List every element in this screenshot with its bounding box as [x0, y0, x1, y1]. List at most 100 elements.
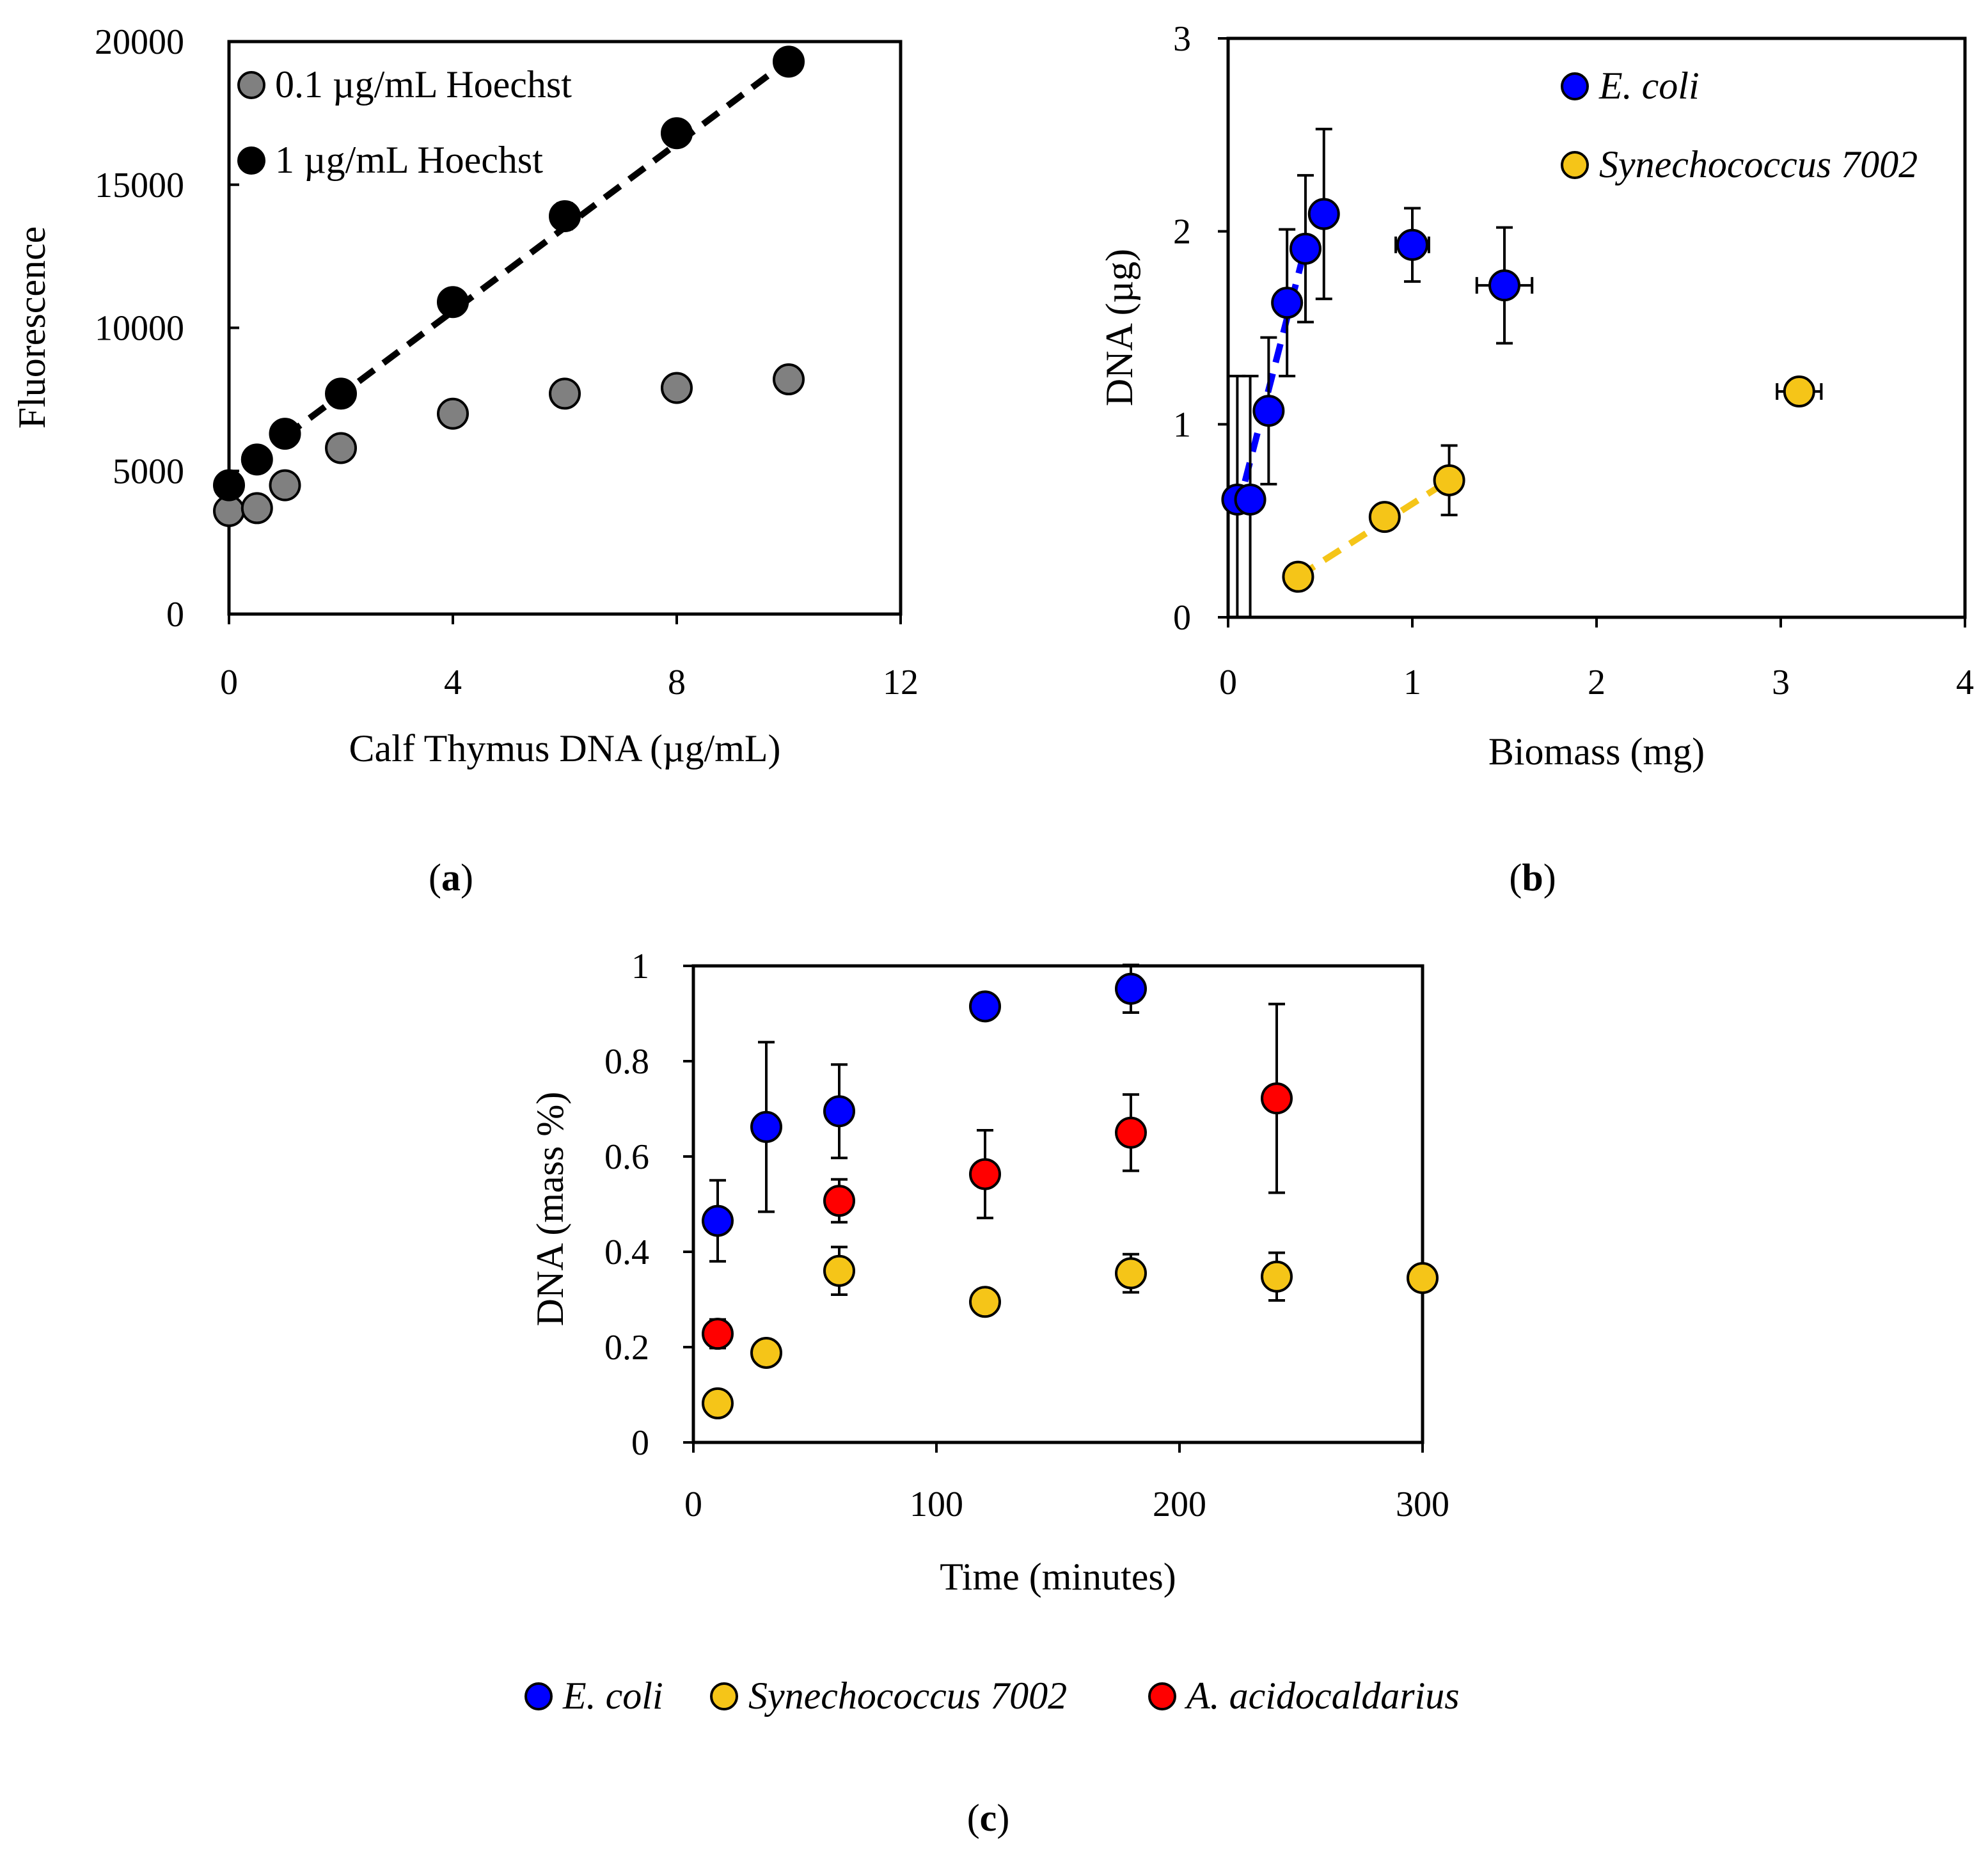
panel-c: 0 100 200 300 0 0.2 0.4 0.6 0.8 1 Time (minutes)… [525, 947, 1460, 1839]
y-axis-label-a: Fluorescence [11, 226, 53, 429]
legend-label-b-0: E. coli [1598, 65, 1700, 107]
data-point-a-0-3 [325, 432, 357, 464]
legend-marker-a-1 [237, 146, 265, 175]
data-point-c-1-2 [823, 1254, 855, 1287]
x-tick-label-c-3: 300 [1396, 1485, 1449, 1524]
y-tick-label-b-3: 3 [1173, 19, 1191, 59]
legend-label-b-1: Synechococcus 7002 [1599, 143, 1918, 186]
data-point-a-0-4 [437, 397, 469, 430]
data-point-a-1-7 [773, 45, 805, 78]
legend-marker-b-0 [1561, 72, 1589, 100]
legend-marker-c-1 [710, 1682, 738, 1710]
trendline-b-1 [1296, 477, 1451, 580]
data-point-c-2-2 [969, 1158, 1001, 1190]
legend-marker-c-2 [1148, 1682, 1176, 1710]
legend-a: 0.1 µg/mL Hoechst 1 µg/mL Hoechst [237, 63, 572, 181]
data-point-a-1-4 [437, 286, 469, 319]
data-point-c-1-1 [750, 1336, 782, 1369]
data-point-a-0-6 [661, 372, 693, 404]
x-tick-label-c-0: 0 [684, 1485, 702, 1524]
data-point-c-2-4 [1261, 1082, 1293, 1115]
x-tick-label-a-2: 8 [668, 663, 686, 702]
panel-label-c: (c) [967, 1797, 1010, 1839]
data-point-c-1-3 [969, 1286, 1001, 1318]
data-point-c-2-0 [702, 1318, 734, 1350]
x-tick-label-b-2: 2 [1588, 663, 1605, 702]
y-tick-label-a-4: 20000 [95, 22, 184, 62]
legend-b: E. coli Synechococcus 7002 [1561, 65, 1918, 186]
data-point-c-0-0 [702, 1204, 734, 1237]
y-tick-label-b-2: 2 [1173, 212, 1191, 252]
data-point-c-1-0 [702, 1387, 734, 1419]
data-point-a-0-5 [549, 377, 581, 410]
plot-area-b [1226, 36, 1967, 619]
y-tick-label-c-3: 0.6 [604, 1137, 649, 1177]
data-point-c-0-4 [1115, 972, 1147, 1005]
y-tick-label-c-0: 0 [631, 1423, 649, 1463]
legend-marker-b-1 [1561, 151, 1589, 179]
data-point-a-1-0 [213, 469, 245, 501]
data-point-c-0-1 [750, 1110, 782, 1143]
y-tick-label-a-1: 5000 [113, 452, 184, 491]
x-axis-label-a: Calf Thymus DNA (µg/mL) [349, 727, 780, 770]
y-tick-label-c-1: 0.2 [604, 1328, 649, 1368]
data-point-b-0-5 [1307, 198, 1340, 230]
data-point-c-2-3 [1115, 1116, 1147, 1149]
x-tick-label-b-3: 3 [1772, 663, 1790, 702]
x-axis-label-b: Biomass (mg) [1488, 730, 1705, 773]
data-point-b-1-2 [1433, 464, 1465, 496]
data-point-c-0-3 [969, 990, 1001, 1023]
x-tick-label-c-1: 100 [910, 1485, 963, 1524]
x-tick-label-b-1: 1 [1403, 663, 1421, 702]
data-point-a-0-1 [241, 492, 273, 525]
data-point-b-0-2 [1252, 395, 1285, 427]
x-tick-label-c-2: 200 [1153, 1485, 1206, 1524]
plot-area-a [227, 40, 903, 616]
y-tick-label-a-2: 10000 [95, 309, 184, 349]
data-point-b-0-4 [1289, 232, 1321, 265]
legend-label-a-1: 1 µg/mL Hoechst [275, 139, 543, 181]
y-tick-label-c-2: 0.4 [604, 1233, 649, 1272]
y-tick-label-a-0: 0 [166, 595, 184, 635]
data-point-a-1-3 [325, 377, 357, 410]
plot-area-c [691, 964, 1424, 1444]
y-tick-label-c-5: 1 [631, 947, 649, 986]
x-axis-label-c: Time (minutes) [940, 1556, 1176, 1598]
data-point-b-1-3 [1783, 375, 1815, 408]
legend-c: E. coli Synechococcus 7002 A. acidocalda… [525, 1675, 1460, 1717]
legend-marker-a-0 [237, 71, 265, 99]
y-axis-label-b: DNA (µg) [1098, 249, 1140, 406]
panel-b: 0 1 2 3 4 0 1 2 3 Biomass (mg) DNA (µg) E. coli… [1098, 19, 1974, 899]
x-tick-label-a-3: 12 [883, 663, 919, 702]
x-tick-label-b-4: 4 [1956, 663, 1974, 702]
panel-a: 0 4 8 12 0 5000 10000 15000 20000 Calf Thymus D… [11, 22, 919, 899]
data-point-a-1-5 [549, 200, 581, 232]
data-point-a-1-2 [269, 418, 301, 450]
x-tick-label-a-1: 4 [444, 663, 462, 702]
data-point-b-0-6 [1396, 228, 1428, 261]
data-point-c-1-4 [1115, 1257, 1147, 1290]
data-point-b-0-3 [1271, 287, 1304, 319]
data-point-c-1-6 [1407, 1261, 1439, 1294]
data-point-b-0-7 [1488, 269, 1520, 302]
trendline-b-0 [1234, 246, 1309, 512]
panel-label-a: (a) [429, 856, 473, 899]
y-tick-label-b-0: 0 [1173, 598, 1191, 638]
y-tick-label-a-3: 15000 [95, 166, 184, 205]
panel-label-b: (b) [1509, 856, 1556, 899]
trendline-a-1 [283, 58, 791, 439]
legend-label-a-0: 0.1 µg/mL Hoechst [275, 63, 572, 106]
y-tick-label-c-4: 0.8 [604, 1042, 649, 1082]
x-tick-label-a-0: 0 [220, 663, 238, 702]
data-point-a-0-7 [773, 363, 805, 396]
x-tick-label-b-0: 0 [1219, 663, 1237, 702]
data-point-c-2-1 [823, 1185, 855, 1217]
data-point-a-1-6 [661, 117, 693, 150]
y-axis-label-c: DNA (mass %) [529, 1092, 571, 1327]
legend-label-c-0: E. coli [562, 1675, 663, 1717]
data-point-b-1-0 [1282, 560, 1314, 593]
legend-label-c-1: Synechococcus 7002 [748, 1675, 1067, 1717]
data-point-b-0-1 [1234, 483, 1266, 516]
data-point-a-0-2 [269, 469, 301, 501]
